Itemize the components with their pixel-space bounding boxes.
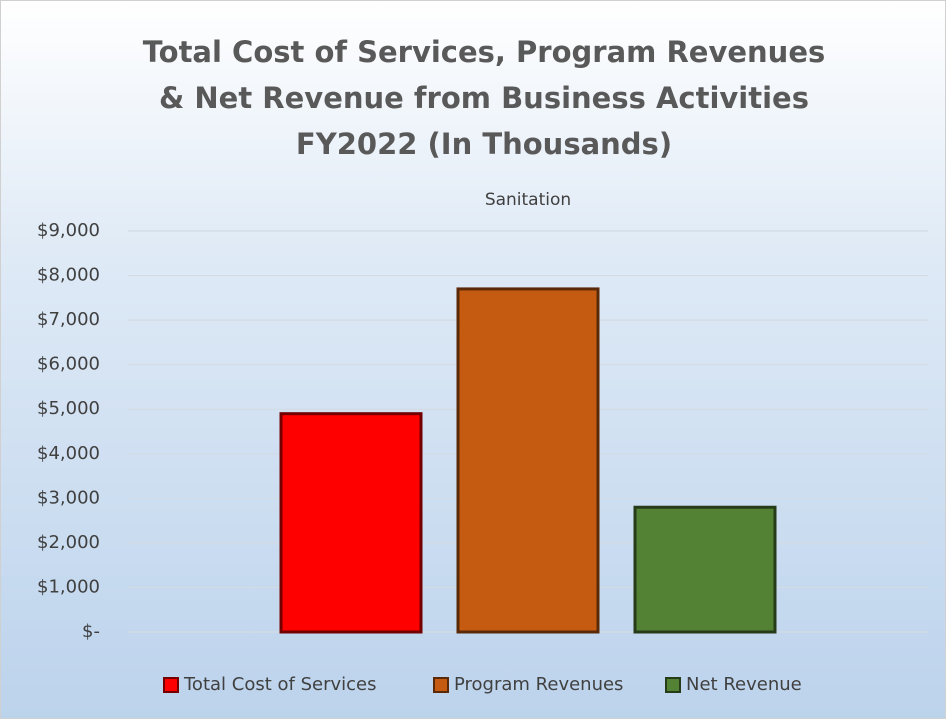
y-tick-label: $3,000 bbox=[37, 487, 100, 508]
legend-swatch bbox=[433, 677, 449, 693]
y-tick-label: $5,000 bbox=[37, 398, 100, 419]
y-tick-label: $1,000 bbox=[37, 576, 100, 597]
chart-title: Total Cost of Services, Program Revenues bbox=[143, 35, 826, 69]
legend-label: Total Cost of Services bbox=[183, 674, 376, 695]
y-tick-label: $- bbox=[82, 621, 100, 642]
y-tick-label: $8,000 bbox=[37, 265, 100, 286]
chart-title: & Net Revenue from Business Activities bbox=[159, 81, 809, 115]
legend-label: Net Revenue bbox=[686, 674, 802, 695]
legend-swatch bbox=[163, 677, 179, 693]
y-tick-label: $7,000 bbox=[37, 309, 100, 330]
category-label: Sanitation bbox=[485, 190, 571, 210]
y-tick-label: $6,000 bbox=[37, 354, 100, 375]
y-tick-label: $9,000 bbox=[37, 220, 100, 241]
legend-swatch bbox=[665, 677, 681, 693]
bar bbox=[633, 505, 777, 634]
legend-label: Program Revenues bbox=[454, 674, 623, 695]
y-tick-label: $2,000 bbox=[37, 532, 100, 553]
y-tick-label: $4,000 bbox=[37, 443, 100, 464]
chart-title: FY2022 (In Thousands) bbox=[296, 127, 672, 161]
bar bbox=[279, 412, 423, 634]
bar bbox=[456, 287, 600, 634]
